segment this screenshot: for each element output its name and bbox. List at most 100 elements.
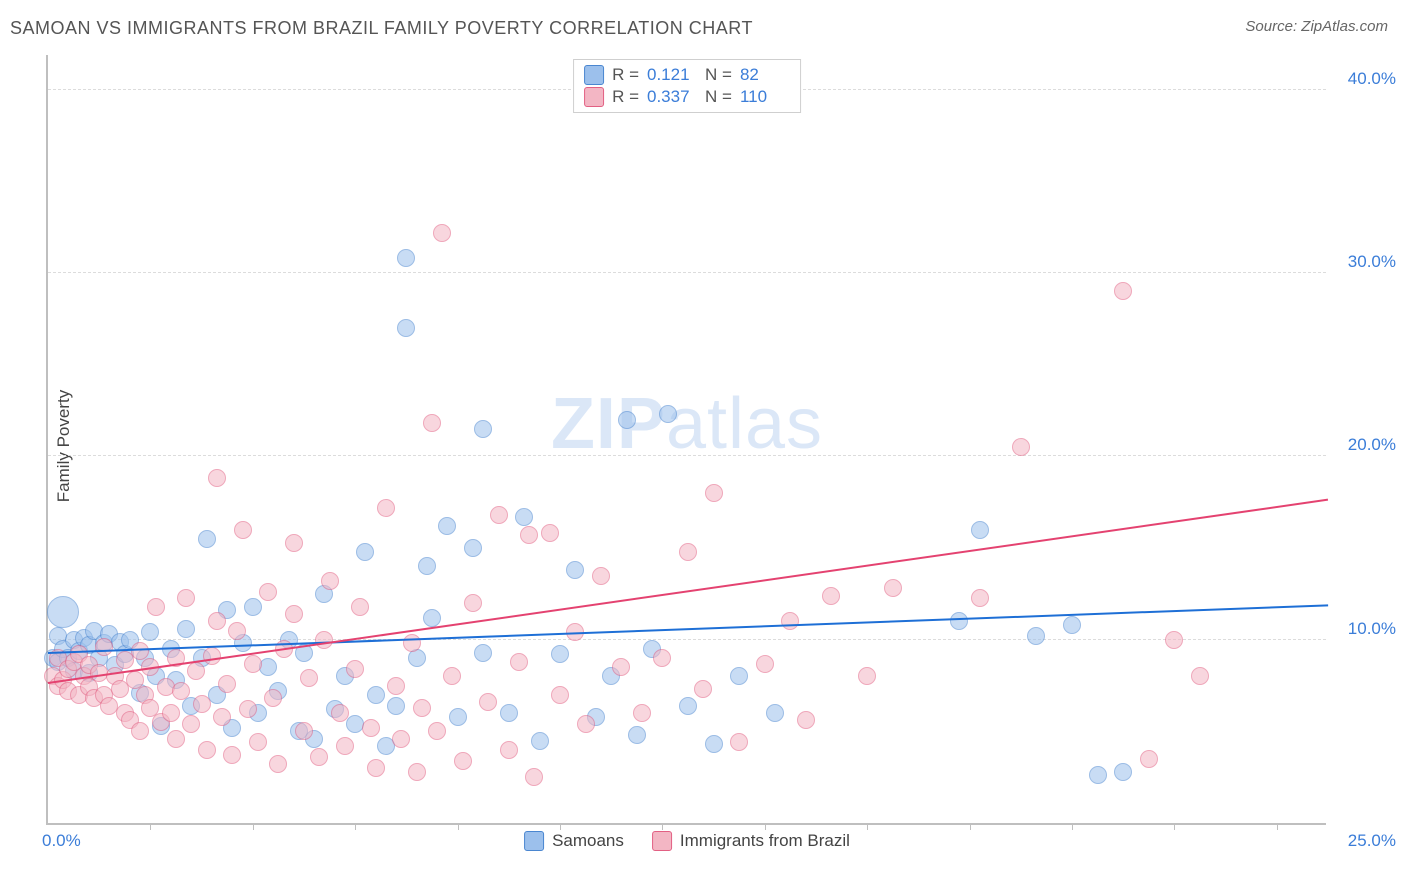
- x-tick: [970, 823, 971, 830]
- scatter-marker-brazil: [490, 506, 508, 524]
- legend-n-value: 110: [740, 87, 790, 107]
- scatter-marker-brazil: [285, 605, 303, 623]
- scatter-marker-samoans: [141, 623, 159, 641]
- scatter-marker-brazil: [428, 722, 446, 740]
- series-legend-item: Immigrants from Brazil: [652, 831, 850, 851]
- scatter-marker-brazil: [781, 612, 799, 630]
- scatter-marker-brazil: [423, 414, 441, 432]
- x-tick-label: 25.0%: [1348, 831, 1396, 851]
- legend-swatch: [584, 87, 604, 107]
- scatter-marker-brazil: [147, 598, 165, 616]
- scatter-marker-samoans: [515, 508, 533, 526]
- scatter-marker-brazil: [346, 660, 364, 678]
- scatter-marker-brazil: [577, 715, 595, 733]
- y-tick-label: 10.0%: [1348, 619, 1396, 639]
- scatter-marker-brazil: [679, 543, 697, 561]
- scatter-marker-brazil: [172, 682, 190, 700]
- scatter-marker-samoans: [464, 539, 482, 557]
- scatter-marker-brazil: [228, 622, 246, 640]
- scatter-marker-brazil: [193, 695, 211, 713]
- scatter-marker-brazil: [213, 708, 231, 726]
- x-tick: [765, 823, 766, 830]
- scatter-marker-brazil: [249, 733, 267, 751]
- legend-r-value: 0.337: [647, 87, 697, 107]
- scatter-marker-brazil: [443, 667, 461, 685]
- correlation-legend-row: R =0.121N =82: [584, 64, 790, 86]
- scatter-marker-brazil: [377, 499, 395, 517]
- scatter-marker-samoans: [397, 249, 415, 267]
- scatter-marker-brazil: [259, 583, 277, 601]
- scatter-marker-brazil: [797, 711, 815, 729]
- scatter-marker-samoans: [387, 697, 405, 715]
- source-value: ZipAtlas.com: [1301, 18, 1388, 35]
- scatter-marker-samoans: [367, 686, 385, 704]
- scatter-marker-brazil: [1140, 750, 1158, 768]
- scatter-marker-brazil: [182, 715, 200, 733]
- x-tick: [355, 823, 356, 830]
- scatter-marker-brazil: [392, 730, 410, 748]
- series-legend-label: Samoans: [552, 831, 624, 851]
- y-tick-label: 40.0%: [1348, 69, 1396, 89]
- legend-swatch: [524, 831, 544, 851]
- scatter-marker-brazil: [244, 655, 262, 673]
- scatter-marker-brazil: [208, 469, 226, 487]
- scatter-marker-brazil: [1191, 667, 1209, 685]
- scatter-marker-brazil: [351, 598, 369, 616]
- x-tick: [1277, 823, 1278, 830]
- scatter-marker-samoans: [198, 530, 216, 548]
- scatter-plot-area: ZIPatlas 10.0%20.0%30.0%40.0%0.0%25.0%R …: [46, 55, 1326, 825]
- scatter-marker-brazil: [730, 733, 748, 751]
- scatter-marker-samoans: [438, 517, 456, 535]
- correlation-legend: R =0.121N =82R = 0.337 N = 110: [573, 59, 801, 113]
- source-attribution: Source: ZipAtlas.com: [1245, 18, 1388, 35]
- scatter-marker-samoans: [1063, 616, 1081, 634]
- scatter-marker-brazil: [1165, 631, 1183, 649]
- scatter-marker-samoans: [177, 620, 195, 638]
- scatter-marker-samoans: [356, 543, 374, 561]
- scatter-marker-brazil: [239, 700, 257, 718]
- series-legend-label: Immigrants from Brazil: [680, 831, 850, 851]
- scatter-marker-samoans: [47, 596, 79, 628]
- chart-title: SAMOAN VS IMMIGRANTS FROM BRAZIL FAMILY …: [10, 18, 753, 39]
- scatter-marker-brazil: [694, 680, 712, 698]
- x-tick: [867, 823, 868, 830]
- scatter-marker-samoans: [618, 411, 636, 429]
- scatter-marker-brazil: [162, 704, 180, 722]
- scatter-marker-samoans: [418, 557, 436, 575]
- scatter-marker-brazil: [653, 649, 671, 667]
- x-tick-label: 0.0%: [42, 831, 81, 851]
- scatter-marker-brazil: [208, 612, 226, 630]
- legend-n-label: N =: [705, 87, 732, 107]
- scatter-marker-samoans: [1027, 627, 1045, 645]
- scatter-marker-brazil: [321, 572, 339, 590]
- scatter-marker-samoans: [950, 612, 968, 630]
- scatter-marker-samoans: [449, 708, 467, 726]
- legend-r-value: 0.121: [647, 65, 697, 85]
- scatter-marker-samoans: [659, 405, 677, 423]
- scatter-marker-brazil: [310, 748, 328, 766]
- scatter-marker-samoans: [705, 735, 723, 753]
- y-tick-label: 20.0%: [1348, 435, 1396, 455]
- scatter-marker-brazil: [413, 699, 431, 717]
- scatter-marker-brazil: [454, 752, 472, 770]
- scatter-marker-brazil: [218, 675, 236, 693]
- scatter-marker-samoans: [566, 561, 584, 579]
- legend-swatch: [584, 65, 604, 85]
- scatter-marker-samoans: [730, 667, 748, 685]
- scatter-marker-brazil: [362, 719, 380, 737]
- scatter-marker-brazil: [203, 647, 221, 665]
- scatter-marker-brazil: [198, 741, 216, 759]
- legend-r-label: R =: [612, 87, 639, 107]
- scatter-marker-samoans: [1114, 763, 1132, 781]
- scatter-marker-brazil: [264, 689, 282, 707]
- scatter-marker-brazil: [403, 634, 421, 652]
- x-tick: [1174, 823, 1175, 830]
- scatter-marker-samoans: [259, 658, 277, 676]
- x-tick: [560, 823, 561, 830]
- scatter-marker-samoans: [423, 609, 441, 627]
- x-tick: [253, 823, 254, 830]
- correlation-legend-row: R = 0.337 N = 110: [584, 86, 790, 108]
- scatter-marker-samoans: [244, 598, 262, 616]
- scatter-marker-brazil: [858, 667, 876, 685]
- gridline: [48, 272, 1326, 273]
